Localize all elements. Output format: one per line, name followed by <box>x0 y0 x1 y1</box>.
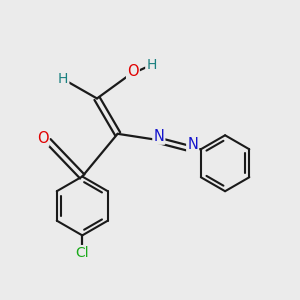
Text: Cl: Cl <box>76 246 89 260</box>
Text: O: O <box>127 64 139 80</box>
Text: N: N <box>153 129 164 144</box>
Text: H: H <box>58 72 68 86</box>
Text: O: O <box>37 131 48 146</box>
Text: H: H <box>146 58 157 72</box>
Text: N: N <box>187 137 198 152</box>
